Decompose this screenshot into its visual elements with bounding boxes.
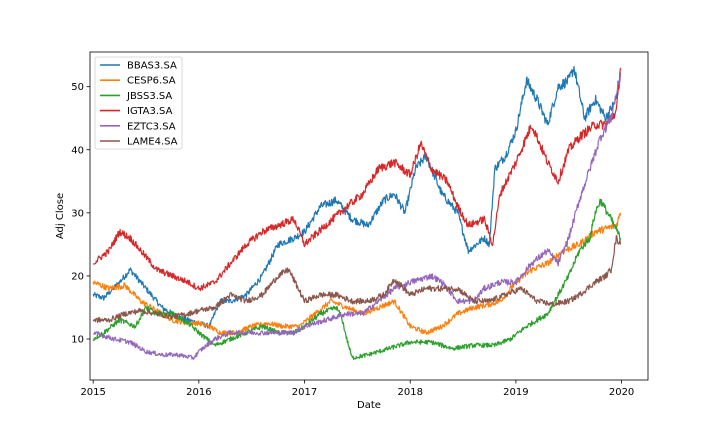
y-tick-label: 30: [71, 208, 84, 219]
series-line-jbss3-sa: [92, 198, 622, 361]
y-tick-label: 50: [71, 82, 84, 93]
x-tick-label: 2017: [292, 387, 317, 398]
x-tick-label: 2019: [503, 387, 528, 398]
series-layer: [92, 65, 622, 361]
legend-label: EZTC3.SA: [127, 121, 176, 132]
x-tick-label: 2020: [609, 387, 634, 398]
legend-label: IGTA3.SA: [127, 106, 173, 117]
legend: BBAS3.SA CESP6.SA JBSS3.SA IGTA3.SA EZTC3.SA…: [94, 56, 183, 150]
x-axis-label: Date: [357, 400, 381, 411]
series-line-lame4-sa: [92, 235, 622, 323]
series-line-eztc3-sa: [92, 74, 622, 360]
y-axis-label: Adj Close: [55, 193, 66, 239]
y-tick-label: 20: [71, 271, 84, 282]
series-line-igta3-sa: [92, 67, 622, 292]
y-tick-label: 10: [71, 335, 84, 346]
x-axis: 2015 2016 2017 2018 2019 2020: [80, 380, 634, 398]
x-tick-label: 2016: [186, 387, 211, 398]
x-tick-label: 2015: [80, 387, 105, 398]
legend-label: CESP6.SA: [127, 76, 176, 87]
legend-label: LAME4.SA: [127, 137, 178, 148]
plot-frame: [89, 51, 649, 381]
legend-label: BBAS3.SA: [127, 61, 177, 72]
legend-label: JBSS3.SA: [126, 91, 172, 102]
y-axis: 10 20 30 40 50: [71, 82, 90, 346]
x-tick-label: 2018: [397, 387, 422, 398]
y-tick-label: 40: [71, 145, 84, 156]
